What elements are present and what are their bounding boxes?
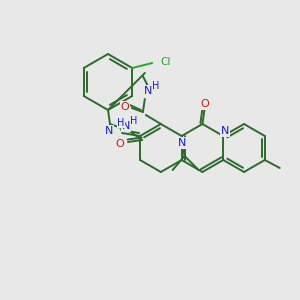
Text: N: N: [105, 126, 113, 136]
Text: N: N: [221, 126, 230, 136]
Text: O: O: [121, 102, 129, 112]
Text: H: H: [117, 118, 125, 128]
Text: H: H: [152, 81, 160, 91]
Text: O: O: [200, 99, 209, 109]
Text: Cl: Cl: [160, 57, 171, 67]
Text: O: O: [116, 139, 124, 149]
Text: N: N: [178, 138, 186, 148]
Text: N: N: [122, 121, 130, 131]
Text: H: H: [130, 116, 138, 126]
Text: N: N: [144, 86, 152, 96]
